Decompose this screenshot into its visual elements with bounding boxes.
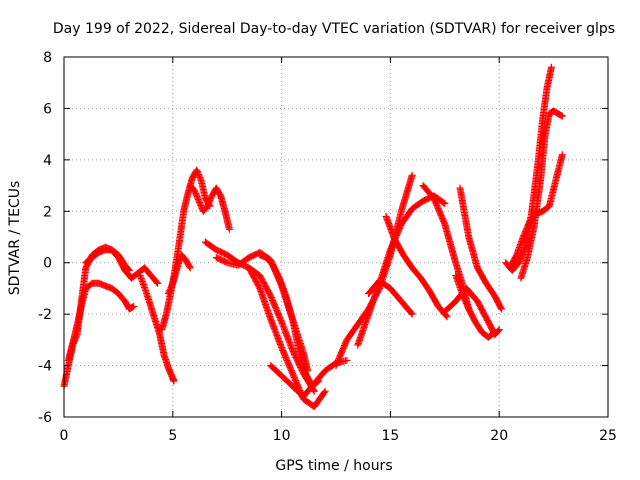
data-point [495,326,503,334]
data-point [165,288,173,296]
plot-frame [63,56,609,418]
data-point [490,329,498,337]
data-point [193,193,201,201]
x-tick-label: 0 [60,428,69,444]
data-point [191,187,199,195]
data-point [321,387,329,395]
y-tick-label: -4 [38,359,52,375]
data-point [194,169,202,177]
data-point [166,285,174,293]
series-sat-j [245,264,329,411]
data-point [207,195,215,203]
x-tick-label: 5 [168,428,177,444]
axes: 0 5 10 15 20 25 -6 -4 -2 0 2 4 6 8 [38,50,617,444]
data-point [206,196,214,204]
data-point [153,278,161,286]
data-point [192,191,200,199]
data-point [129,303,137,311]
y-tick-label: 8 [43,50,52,66]
data-point [193,166,201,174]
data-point [558,151,566,159]
x-tick-label: 10 [273,428,291,444]
series-sat-p [365,277,416,318]
data-point [197,201,205,209]
data-point [225,225,233,233]
y-tick-label: 0 [43,256,52,272]
data-point [440,199,448,207]
series-sat-e [158,166,214,334]
data-point [185,263,193,271]
data-point [196,198,204,206]
series-sat-d [136,272,178,385]
data-point [196,175,204,183]
series-sat-b [64,279,138,364]
series-sat-w [506,151,566,272]
data-point [441,200,449,208]
data-point [195,197,203,205]
data-point [192,190,200,198]
data-point [186,264,194,272]
data-point [443,313,451,321]
y-tick-label: -6 [38,410,52,426]
series-sat-k [256,251,323,390]
series-sat-s [452,272,499,341]
y-tick-label: -2 [38,307,52,323]
data-point [168,282,176,290]
y-axis-label: SDTVAR / TECUs [7,181,23,296]
data-point [166,287,174,295]
data-point [343,356,351,364]
data-marks [60,63,566,411]
series-sat-g [186,182,233,233]
data-point [167,284,175,292]
series-sat-f [164,251,194,298]
y-tick-label: 4 [43,153,52,169]
data-point [195,171,203,179]
data-point [497,305,505,313]
data-point [547,63,555,71]
data-point [558,112,566,120]
series-sat-u [502,63,555,274]
x-tick-label: 15 [381,428,399,444]
data-point [194,196,202,204]
series-sat-c [82,246,162,287]
series-sat-t [456,184,505,313]
data-point [408,310,416,318]
data-point [494,327,502,335]
data-point [205,199,213,207]
series-sat-m [332,171,416,370]
data-point [154,279,162,287]
x-axis-label: GPS time / hours [275,458,392,474]
data-point [193,168,201,176]
x-tick-label: 20 [490,428,508,444]
data-point [170,377,178,385]
data-point [204,201,212,209]
x-tick-label: 25 [599,428,617,444]
data-point [491,328,499,336]
series-sat-v [517,107,566,282]
data-point [194,194,202,202]
data-point [205,198,213,206]
data-point [497,304,505,312]
data-point [204,202,212,210]
data-point [130,302,138,310]
chart-title: Day 199 of 2022, Sidereal Day-to-day VTE… [53,21,615,37]
data-point [407,309,415,317]
y-tick-label: 2 [43,204,52,220]
data-point [195,172,203,180]
data-point [310,387,318,395]
y-tick-label: 6 [43,101,52,117]
data-point [196,200,204,208]
data-point [320,389,328,397]
data-point [191,188,199,196]
series-sat-q [419,182,473,313]
data-point [408,171,416,179]
series-sat-o [382,212,451,321]
data-point [164,290,172,298]
data-point [557,112,565,119]
data-point [196,173,204,181]
